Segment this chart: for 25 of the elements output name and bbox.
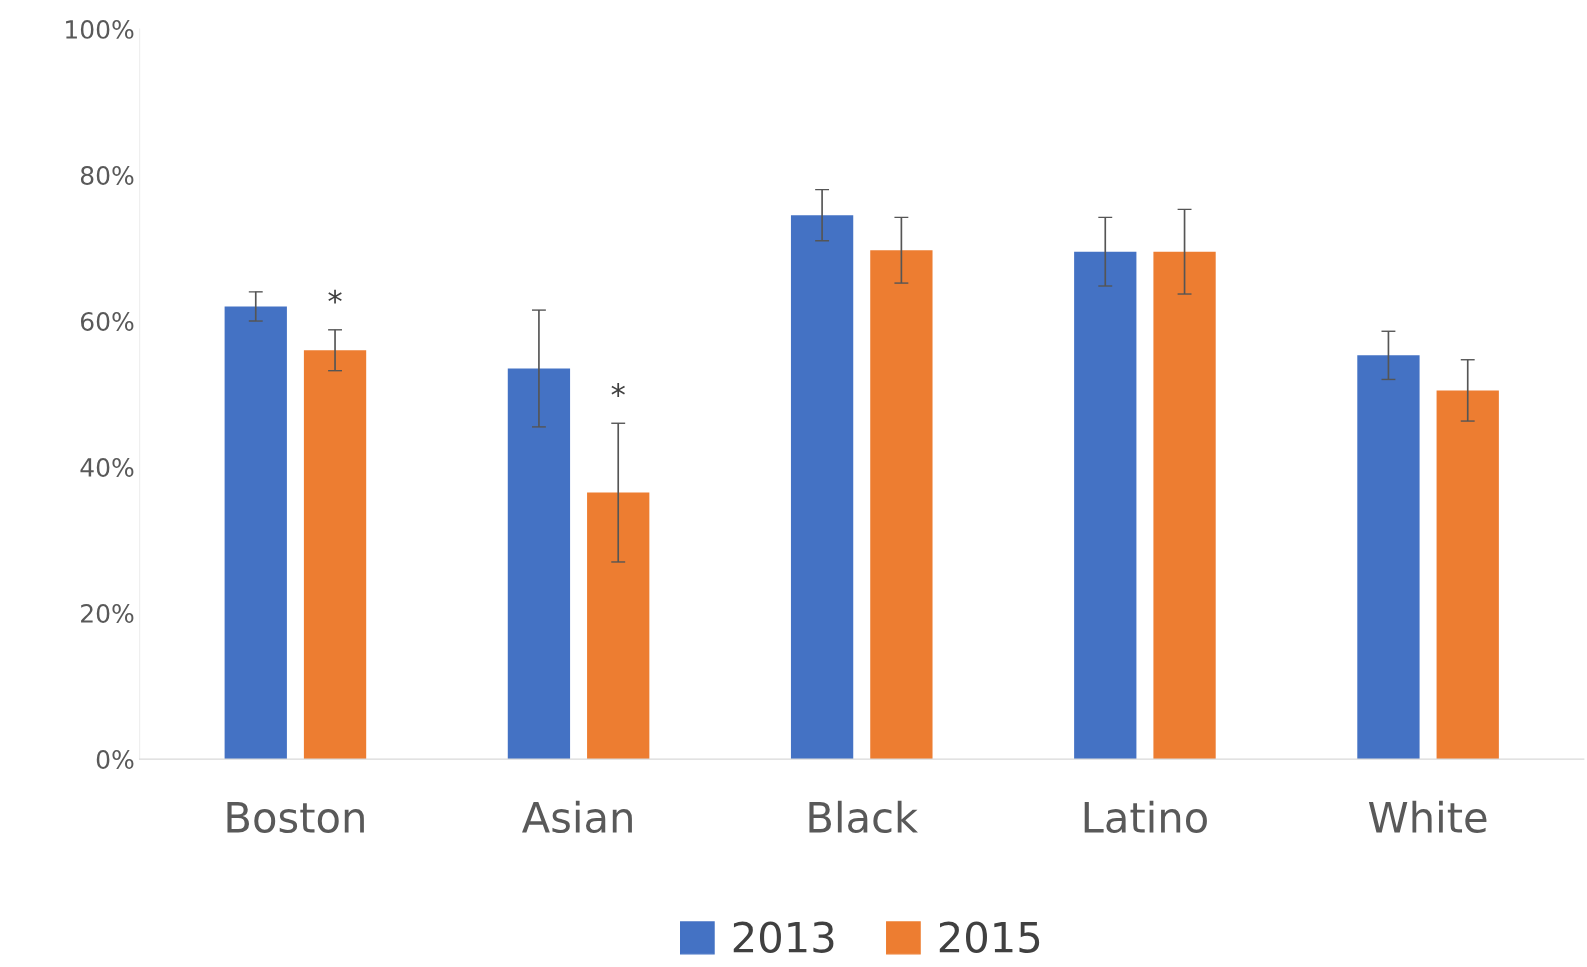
bar: [224, 306, 287, 760]
x-tick-label: Boston: [227, 802, 364, 834]
bar: [870, 250, 933, 760]
bar: [1436, 390, 1499, 760]
x-tick-label: Latino: [1084, 800, 1207, 834]
annotation: *: [611, 383, 625, 398]
bar: [507, 368, 571, 760]
legend-label: 2015: [939, 921, 1040, 953]
bar: [1153, 251, 1216, 760]
x-tick-label: Black: [809, 800, 918, 834]
annotation: *: [328, 289, 342, 304]
bar: [790, 215, 854, 760]
legend-label: 2013: [733, 921, 834, 953]
y-tick-label: 100%: [66, 19, 134, 39]
y-tick-label: 0%: [96, 750, 134, 769]
bar: [587, 492, 650, 760]
y-tick-label: 20%: [81, 604, 134, 623]
y-tick-label: 40%: [80, 458, 134, 477]
x-tick-label: White: [1368, 800, 1487, 834]
x-tick-label: Asian: [522, 800, 632, 834]
y-tick-label: 60%: [80, 311, 134, 331]
y-tick-label: 80%: [80, 165, 134, 185]
bar: [1357, 355, 1420, 760]
bar: [303, 350, 367, 760]
bar: [1074, 251, 1137, 760]
